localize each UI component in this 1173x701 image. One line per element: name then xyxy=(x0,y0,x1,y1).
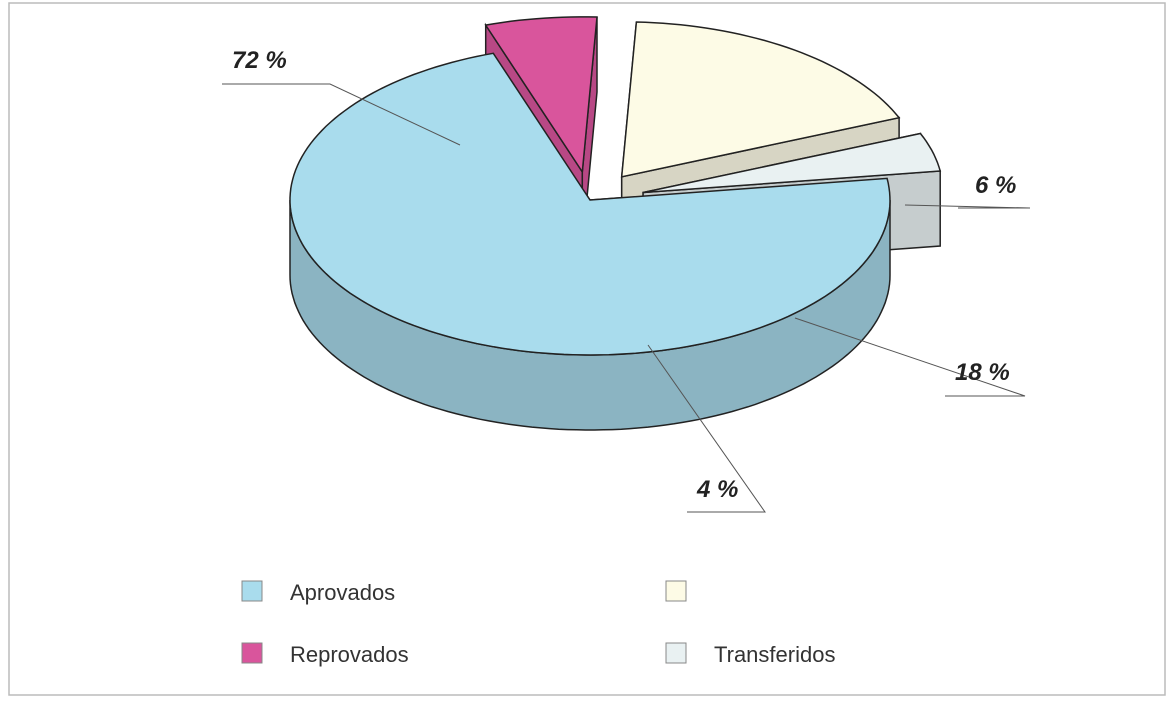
value-label: 6 % xyxy=(975,172,1016,199)
legend: Aprovados Reprovados Transferidos xyxy=(241,580,835,667)
leader-line xyxy=(222,83,461,146)
slice xyxy=(642,132,942,194)
leader-line xyxy=(794,317,1026,397)
value-label: 72 % xyxy=(232,47,287,74)
slice xyxy=(484,16,598,175)
legend-swatch xyxy=(665,642,687,664)
pie-tops xyxy=(289,16,942,356)
legend-label: Aprovados xyxy=(290,580,395,605)
slice xyxy=(289,52,891,356)
value-label: 18 % xyxy=(955,359,1010,386)
leader-line xyxy=(647,344,766,513)
legend-label: Transferidos xyxy=(714,642,835,667)
legend-label: Reprovados xyxy=(290,642,409,667)
legend-swatch xyxy=(665,580,687,602)
legend-swatch xyxy=(241,642,263,664)
pie-labels: 72 % 6 % 18 % 4 % xyxy=(222,47,1031,513)
slice xyxy=(620,21,901,178)
value-label: 4 % xyxy=(696,476,738,503)
leader-line xyxy=(904,204,1031,209)
legend-swatch xyxy=(241,580,263,602)
